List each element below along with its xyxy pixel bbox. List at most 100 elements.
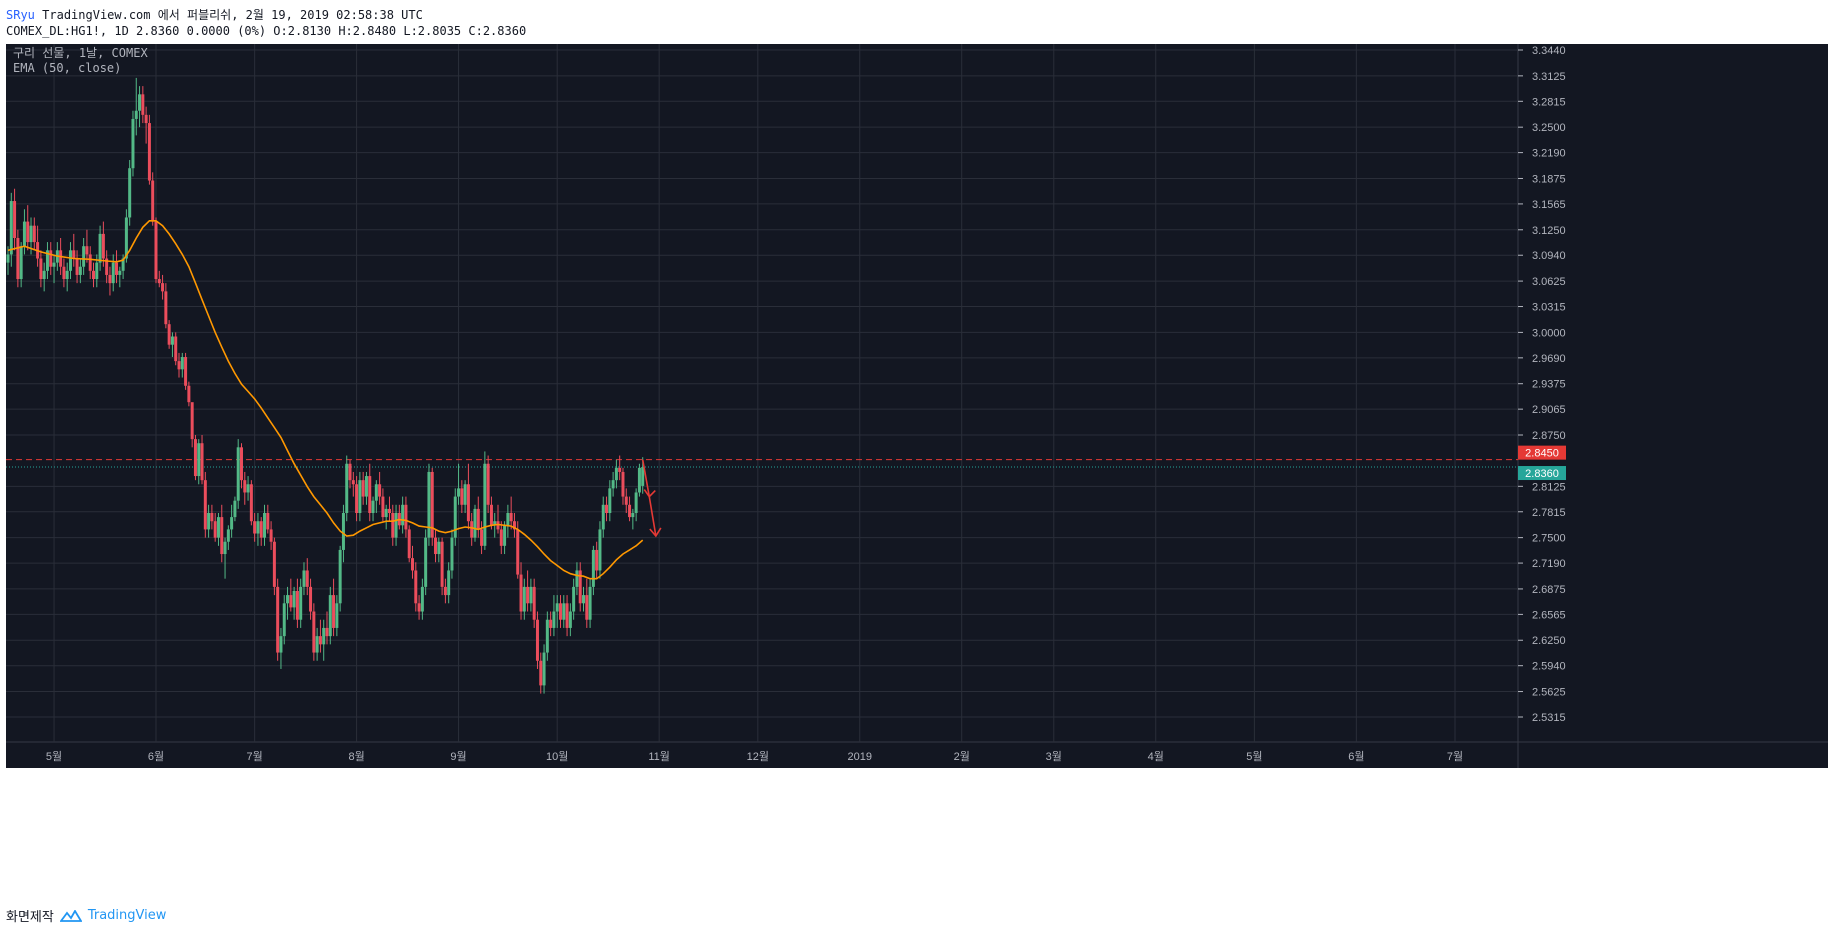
candle xyxy=(164,283,168,329)
x-tick-label: 11월 xyxy=(648,750,670,763)
candle-body xyxy=(210,513,214,522)
candle-body xyxy=(457,488,461,497)
candle-body xyxy=(131,118,135,169)
candle xyxy=(82,237,86,275)
candle-body xyxy=(332,595,336,628)
x-tick-label: 7월 xyxy=(247,750,263,763)
candle-body xyxy=(628,504,632,518)
candle-body xyxy=(549,619,553,628)
candle xyxy=(16,229,20,288)
candle-body xyxy=(562,603,566,620)
x-tick-label: 4월 xyxy=(1148,750,1164,763)
candle-body xyxy=(565,603,569,628)
x-tick-label: 6월 xyxy=(148,750,164,763)
candle xyxy=(466,463,470,530)
candle-body xyxy=(493,521,497,526)
x-tick-label: 9월 xyxy=(450,750,466,763)
y-tick-label: 2.8750 xyxy=(1532,430,1566,442)
candle-body xyxy=(226,529,230,542)
candle-body xyxy=(141,94,145,115)
candle xyxy=(595,541,599,579)
candle xyxy=(434,529,438,563)
candle xyxy=(489,496,493,530)
candle xyxy=(374,480,378,514)
candle xyxy=(417,595,421,620)
candle xyxy=(184,352,188,390)
y-tick-label: 3.0940 xyxy=(1532,250,1566,262)
candle-body xyxy=(341,513,345,550)
candle-body xyxy=(450,537,454,571)
candle xyxy=(289,578,293,612)
candle-body xyxy=(598,529,602,571)
candle xyxy=(78,258,82,284)
candle xyxy=(299,578,303,628)
candle-body xyxy=(128,168,132,218)
candle-body xyxy=(180,357,184,370)
candle xyxy=(516,521,520,579)
candle xyxy=(486,455,490,514)
candle-body xyxy=(220,517,224,555)
candle-body xyxy=(516,529,520,575)
candle xyxy=(378,471,382,505)
candle-body xyxy=(447,570,451,596)
y-tick-label: 3.3440 xyxy=(1532,45,1566,57)
candle xyxy=(509,496,513,530)
candle xyxy=(368,463,372,522)
candle-body xyxy=(184,357,188,386)
candle xyxy=(420,578,424,620)
candle xyxy=(578,562,582,612)
candle-body xyxy=(49,250,53,267)
candle-body xyxy=(309,586,313,612)
candle-body xyxy=(338,549,342,604)
candle xyxy=(424,529,428,596)
price-chart[interactable]: 3.3440 3.3125 3.2815 3.2500 3.2190 3.1875 3.15… xyxy=(0,44,1828,896)
y-tick-label: 2.5625 xyxy=(1532,687,1566,699)
candle xyxy=(193,435,197,481)
candle-body xyxy=(108,274,112,284)
publish-header: SRyu TradingView.com 에서 퍼블리쉬, 2월 19, 201… xyxy=(6,6,423,23)
candle xyxy=(328,586,332,645)
candle-body xyxy=(16,237,20,280)
author-link[interactable]: SRyu xyxy=(6,8,35,22)
candle xyxy=(49,242,53,275)
candle xyxy=(614,459,618,489)
candle-body xyxy=(358,480,362,514)
candle xyxy=(305,558,309,596)
candle xyxy=(105,250,109,284)
y-tick-label: 3.1250 xyxy=(1532,225,1566,237)
candle xyxy=(200,435,204,485)
candle-body xyxy=(503,525,507,546)
candle xyxy=(404,496,408,538)
candle xyxy=(213,513,217,542)
candle xyxy=(45,242,49,280)
candle xyxy=(519,562,523,620)
candle-body xyxy=(52,262,56,267)
candle xyxy=(147,114,151,185)
candle-body xyxy=(368,476,372,514)
candle xyxy=(226,525,230,550)
candle-body xyxy=(95,262,99,280)
annotation-arrow xyxy=(641,459,662,538)
footer-brand[interactable]: TradingView xyxy=(87,908,167,923)
candle xyxy=(555,595,559,628)
y-tick-label: 3.0315 xyxy=(1532,302,1566,314)
candle-body xyxy=(414,570,418,604)
candle xyxy=(13,188,17,251)
candle-body xyxy=(476,508,480,530)
candle-body xyxy=(483,463,487,546)
candle xyxy=(220,504,224,563)
x-tick-label: 2월 xyxy=(954,750,970,763)
candle-body xyxy=(539,660,543,686)
arrow-head xyxy=(643,489,656,498)
candle xyxy=(276,578,280,661)
price-label-text: 2.8450 xyxy=(1525,448,1559,460)
candle-body xyxy=(111,262,115,284)
candle-body xyxy=(272,541,276,587)
candle xyxy=(154,217,158,284)
candle xyxy=(190,402,194,448)
candle xyxy=(115,250,119,284)
candle-body xyxy=(591,549,595,587)
candle xyxy=(309,578,313,620)
candle xyxy=(315,627,319,661)
candle xyxy=(32,217,36,251)
